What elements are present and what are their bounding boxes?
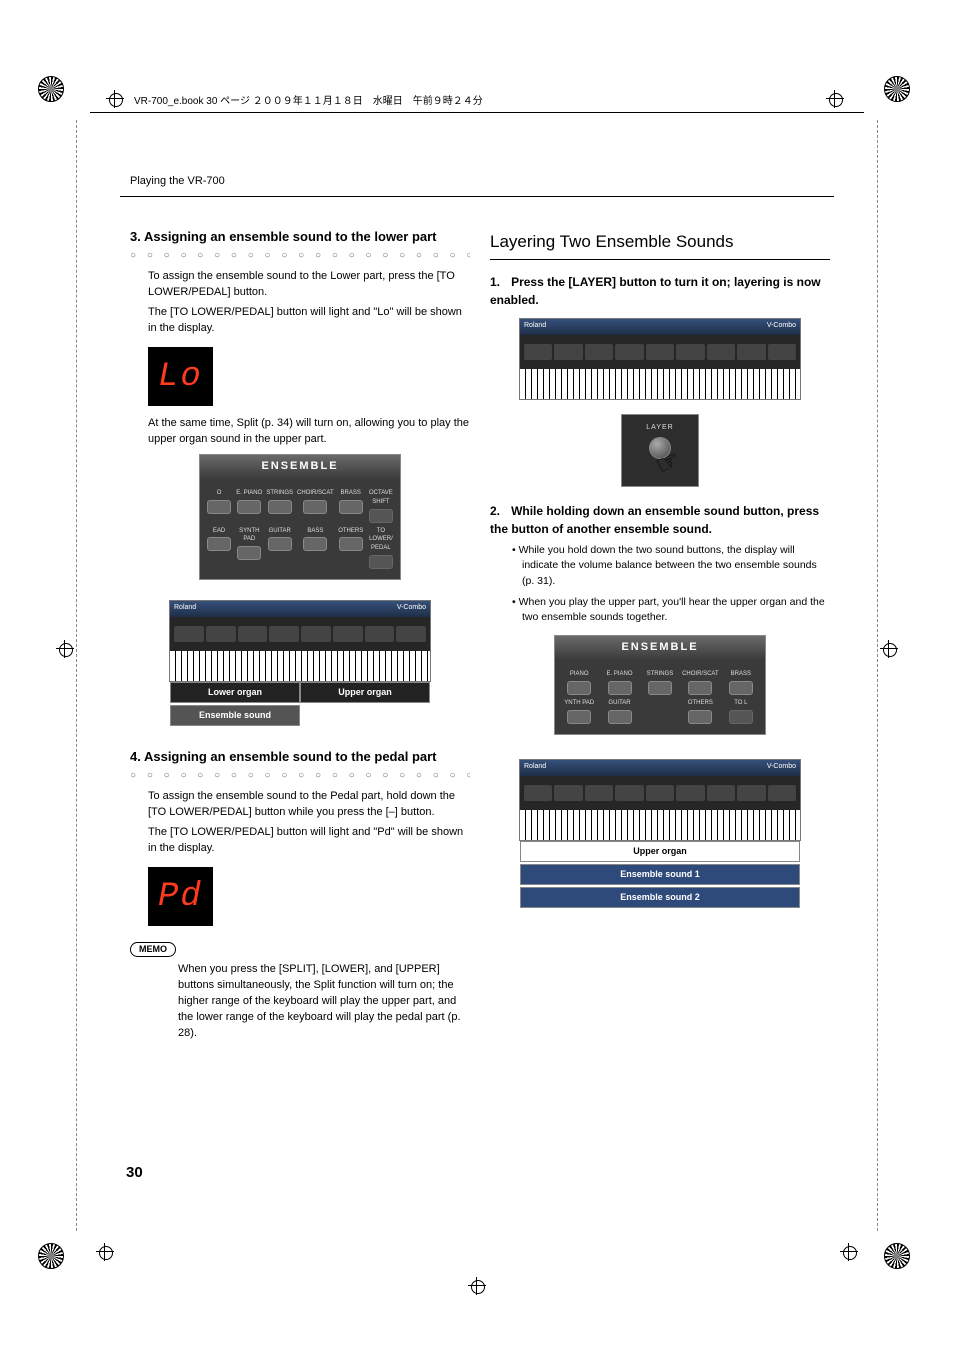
bullet: When you play the upper part, you'll hea… (522, 595, 830, 625)
step-2: While holding down an ensemble sound but… (490, 504, 819, 536)
heading-3: 3. Assigning an ensemble sound to the lo… (130, 228, 470, 247)
p: At the same time, Split (p. 34) will tur… (148, 416, 470, 448)
keyboard-diagram: Roland V-Combo (169, 600, 431, 682)
section-title: Layering Two Ensemble Sounds (490, 230, 830, 255)
p: To assign the ensemble sound to the Peda… (148, 789, 470, 821)
display-lo: Lo (148, 347, 213, 406)
step-number: 2. (490, 503, 508, 520)
memo-badge: MEMO (130, 942, 176, 957)
running-head: Playing the VR-700 (130, 175, 225, 187)
step-number: 1. (490, 274, 508, 291)
step-1: Press the [LAYER] button to turn it on; … (490, 275, 821, 307)
label-ensemble-sound: Ensemble sound (170, 705, 300, 726)
dot-rule: ○ ○ ○ ○ ○ ○ ○ ○ ○ ○ ○ ○ ○ ○ ○ ○ ○ ○ ○ ○ … (130, 249, 470, 264)
label-ensemble-1: Ensemble sound 1 (520, 864, 800, 885)
seg-text: Pd (158, 878, 203, 916)
label-upper-organ: Upper organ (520, 841, 800, 862)
book-header: VR-700_e.book 30 ページ ２００９年１１月１８日 水曜日 午前９… (106, 90, 483, 108)
hand-icon: ☞ (638, 443, 699, 482)
keyboard-diagram-right-2: Roland V-Combo (519, 759, 801, 841)
ensemble-title: ENSEMBLE (200, 455, 400, 479)
p: To assign the ensemble sound to the Lowe… (148, 269, 470, 301)
dot-rule: ○ ○ ○ ○ ○ ○ ○ ○ ○ ○ ○ ○ ○ ○ ○ ○ ○ ○ ○ ○ … (130, 769, 470, 784)
label-upper-organ: Upper organ (300, 682, 430, 703)
ensemble-panel: ENSEMBLE O E. PIANO STRINGS CHOIR/SCAT B… (199, 454, 401, 579)
heading-4: 4. Assigning an ensemble sound to the pe… (130, 748, 470, 767)
ensemble-panel-2: ENSEMBLE PIANO E. PIANO STRINGS CHOIR/SC… (554, 635, 766, 734)
seg-text: Lo (158, 358, 203, 396)
p: The [TO LOWER/PEDAL] button will light a… (148, 825, 470, 857)
label-lower-organ: Lower organ (170, 682, 300, 703)
display-pd: Pd (148, 867, 213, 926)
right-column: Layering Two Ensemble Sounds 1. Press th… (490, 220, 830, 908)
label-ensemble-2: Ensemble sound 2 (520, 887, 800, 908)
left-column: 3. Assigning an ensemble sound to the lo… (130, 220, 470, 1046)
keyboard-diagram-right: Roland V-Combo (519, 318, 801, 400)
page-number: 30 (126, 1164, 143, 1181)
bullet: While you hold down the two sound button… (522, 543, 830, 589)
memo-body: When you press the [SPLIT], [LOWER], and… (178, 962, 470, 1042)
layer-label: LAYER (630, 423, 690, 433)
ensemble-title: ENSEMBLE (555, 636, 765, 660)
p: The [TO LOWER/PEDAL] button will light a… (148, 305, 470, 337)
layer-button-callout: LAYER ☞ (621, 414, 699, 488)
book-header-text: VR-700_e.book 30 ページ ２００９年１１月１８日 水曜日 午前９… (134, 92, 483, 107)
page: VR-700_e.book 30 ページ ２００９年１１月１８日 水曜日 午前９… (0, 0, 954, 1351)
